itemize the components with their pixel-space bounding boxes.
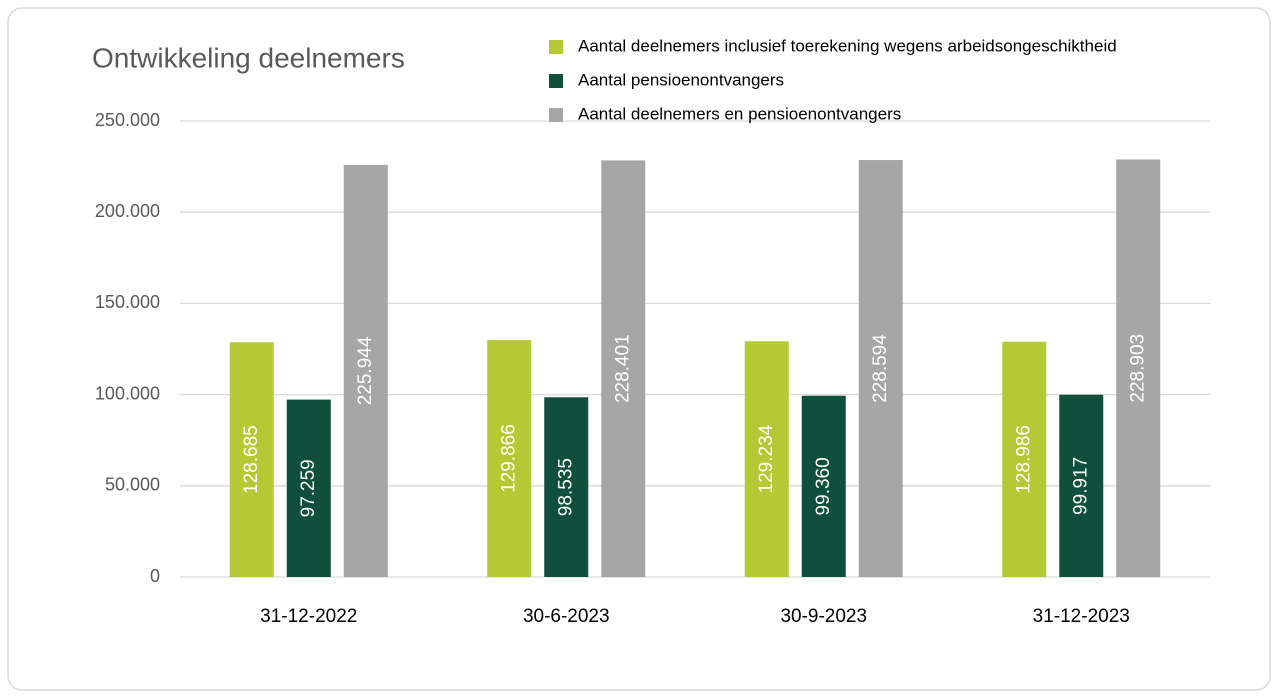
y-tick-label: 250.000 [95, 110, 160, 130]
x-tick-label: 31-12-2023 [1033, 606, 1130, 627]
value-label: 129.234 [756, 424, 777, 493]
bar [229, 342, 274, 577]
value-label: 97.259 [298, 459, 319, 517]
y-tick-label: 150.000 [95, 292, 160, 312]
bar [487, 340, 532, 577]
x-tick-label: 31-12-2022 [260, 606, 357, 627]
bar [801, 395, 846, 577]
bar [286, 399, 331, 577]
y-tick-label: 200.000 [95, 201, 160, 221]
value-label: 228.401 [612, 334, 633, 403]
value-label: 99.360 [813, 457, 834, 515]
value-label: 129.866 [498, 424, 519, 493]
legend-swatch [549, 40, 563, 54]
legend-swatch [549, 108, 563, 122]
legend-label: Aantal deelnemers en pensioenontvangers [578, 104, 901, 123]
y-tick-label: 100.000 [95, 383, 160, 403]
value-label: 128.685 [241, 425, 262, 494]
value-label: 99.917 [1070, 457, 1091, 515]
value-label: 228.594 [870, 334, 891, 403]
y-tick-label: 0 [150, 566, 160, 586]
bar [343, 164, 388, 577]
chart-title: Ontwikkeling deelnemers [92, 42, 405, 73]
bar [1116, 159, 1161, 577]
bar [1059, 394, 1104, 577]
x-tick-label: 30-9-2023 [780, 606, 867, 627]
bar [744, 341, 789, 577]
y-tick-label: 50.000 [105, 475, 160, 495]
bar [544, 397, 589, 577]
bar [1002, 341, 1047, 577]
value-label: 98.535 [555, 458, 576, 516]
bar [601, 160, 646, 577]
x-tick-label: 30-6-2023 [523, 606, 610, 627]
value-label: 228.903 [1127, 334, 1148, 403]
bar [858, 160, 903, 577]
value-label: 128.986 [1013, 425, 1034, 494]
legend-label: Aantal pensioenontvangers [578, 70, 784, 89]
legend-swatch [549, 74, 563, 88]
legend-label: Aantal deelnemers inclusief toerekening … [578, 36, 1117, 55]
value-label: 225.944 [355, 336, 376, 405]
